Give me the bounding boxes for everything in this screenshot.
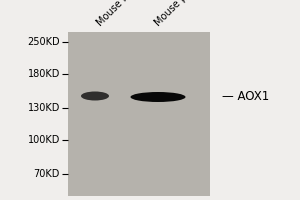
- Text: 250KD: 250KD: [27, 37, 60, 47]
- Text: 180KD: 180KD: [28, 69, 60, 79]
- Ellipse shape: [130, 92, 185, 102]
- Text: Mouse lung: Mouse lung: [95, 0, 142, 28]
- Ellipse shape: [81, 92, 109, 100]
- Text: Mouse pancreas: Mouse pancreas: [153, 0, 216, 28]
- Text: 100KD: 100KD: [28, 135, 60, 145]
- Text: — AOX1: — AOX1: [222, 90, 269, 102]
- Text: 70KD: 70KD: [34, 169, 60, 179]
- Bar: [68, 32, 210, 196]
- Text: 130KD: 130KD: [28, 103, 60, 113]
